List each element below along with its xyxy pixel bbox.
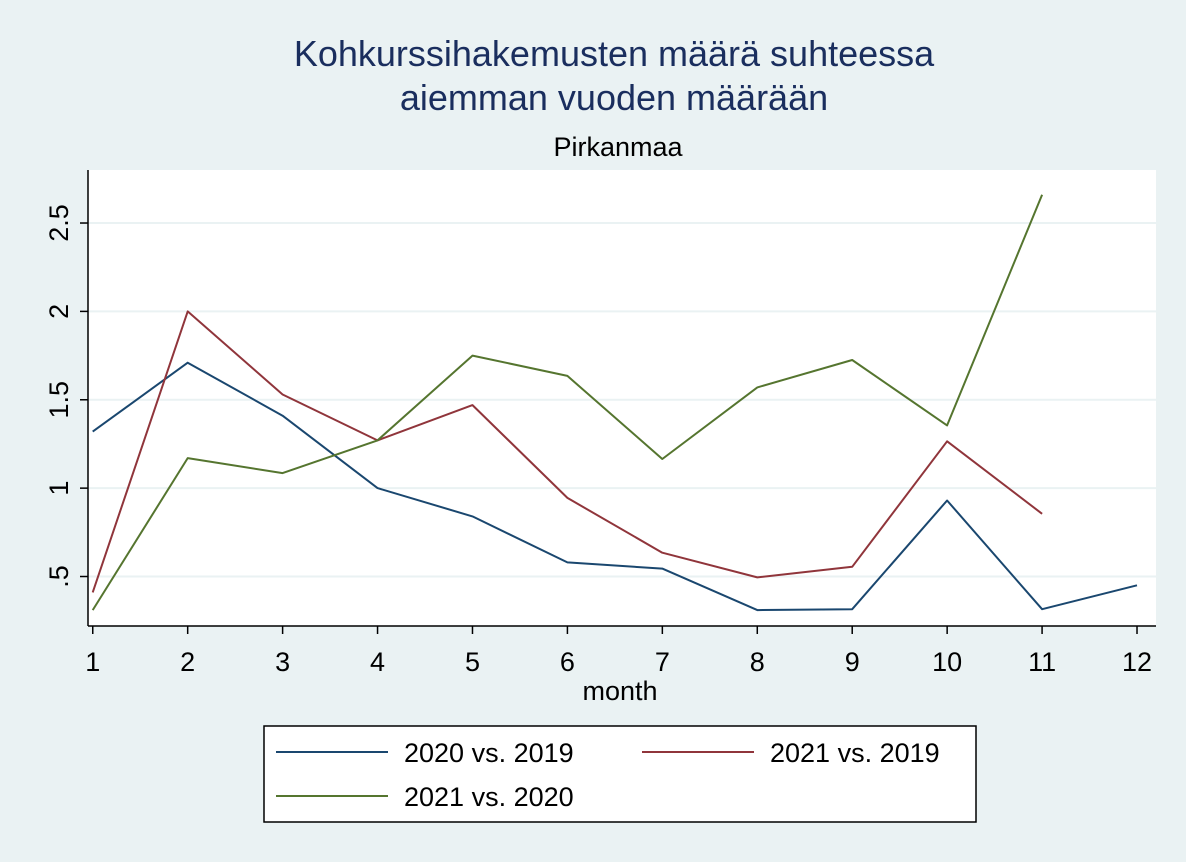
x-tick-label: 2 (180, 647, 195, 677)
series-line-3 (91, 194, 1044, 611)
legend-box (263, 725, 977, 823)
chart-subtitle: Pirkanmaa (553, 132, 683, 162)
y-tick-label: .5 (44, 565, 74, 588)
chart-title-line-2: aiemman vuoden määrään (400, 77, 828, 118)
y-tick-label: 2 (44, 304, 74, 319)
legend-label-2: 2021 vs. 2019 (770, 738, 940, 768)
x-tick-label: 8 (750, 647, 765, 677)
y-tick-label: 1.5 (44, 381, 74, 419)
x-tick-label: 6 (560, 647, 575, 677)
series-line-2 (91, 310, 1043, 593)
x-tick-label: 9 (845, 647, 860, 677)
series-line-1 (92, 361, 1138, 612)
grid-lines (88, 222, 1156, 578)
legend-label-1: 2020 vs. 2019 (404, 738, 574, 768)
x-tick-label: 12 (1122, 647, 1152, 677)
x-tick-label: 4 (370, 647, 385, 677)
x-tick-label: 3 (275, 647, 290, 677)
legend: 2020 vs. 2019 2021 vs. 2019 2021 vs. 2020 (263, 725, 977, 823)
x-tick-label: 11 (1028, 647, 1056, 677)
x-tick-label: 7 (655, 647, 670, 677)
legend-label-3: 2021 vs. 2020 (404, 782, 574, 812)
axis-ticks: .511.522.51 2 3 4 5 6 7 8 9 10 11 12 (44, 204, 1152, 677)
x-tick-label: 5 (465, 647, 480, 677)
plot-area (88, 170, 1156, 626)
x-tick-label: 1 (85, 647, 100, 677)
series-lines (91, 194, 1138, 612)
chart-title-line-1: Kohkurssihakemusten määrä suhteessa (294, 33, 935, 74)
y-tick-label: 2.5 (44, 204, 74, 242)
x-tick-label: 10 (932, 647, 962, 677)
x-axis-title: month (582, 676, 657, 706)
y-tick-label: 1 (44, 481, 74, 496)
